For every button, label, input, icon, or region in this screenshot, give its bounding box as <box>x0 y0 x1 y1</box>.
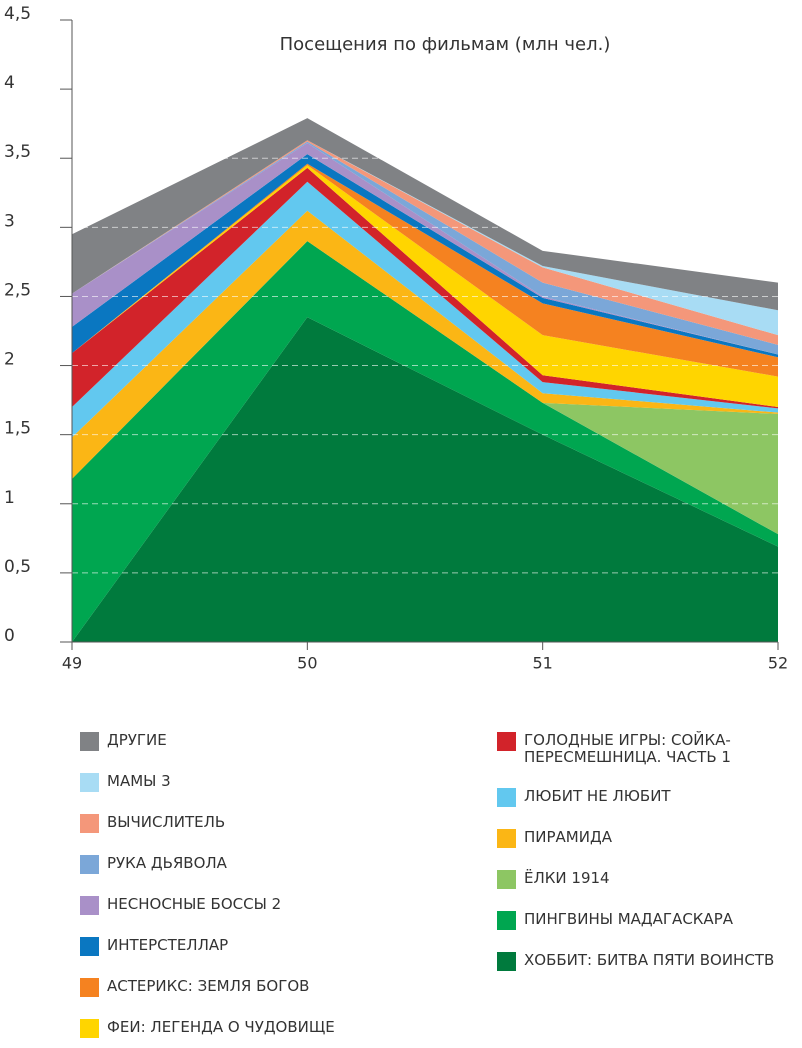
x-tick-label: 50 <box>297 654 317 673</box>
legend-swatch <box>80 732 99 751</box>
legend-label: ВЫЧИСЛИТЕЛЬ <box>107 813 226 831</box>
legend-label: РУКА ДЬЯВОЛА <box>107 854 227 872</box>
legend-swatch <box>497 911 516 930</box>
legend-label: ЁЛКИ 1914 <box>524 869 610 887</box>
y-tick-label: 2 <box>4 350 15 370</box>
y-tick-label: 3,5 <box>4 142 31 162</box>
legend-swatch <box>497 829 516 848</box>
legend-swatch <box>80 896 99 915</box>
x-tick-label: 52 <box>768 654 788 673</box>
legend: ГОЛОДНЫЕ ИГРЫ: СОЙКА-ПЕРЕСМЕШНИЦА. ЧАСТЬ… <box>497 732 787 971</box>
legend-swatch <box>80 937 99 956</box>
x-tick-label: 49 <box>62 654 82 673</box>
legend-label: ГОЛОДНЫЕ ИГРЫ: СОЙКА-ПЕРЕСМЕШНИЦА. ЧАСТЬ… <box>524 731 731 766</box>
legend-label: ЛЮБИТ НЕ ЛЮБИТ <box>524 787 671 805</box>
legend-item: ГОЛОДНЫЕ ИГРЫ: СОЙКА-ПЕРЕСМЕШНИЦА. ЧАСТЬ… <box>497 732 787 766</box>
area <box>72 165 778 408</box>
legend-swatch <box>80 814 99 833</box>
y-tick-label: 2,5 <box>4 280 31 300</box>
legend-swatch <box>80 773 99 792</box>
legend-item: ВЫЧИСЛИТЕЛЬ <box>80 814 420 833</box>
legend-item: МАМЫ 3 <box>80 773 420 792</box>
area <box>72 210 778 479</box>
legend-item: ПИНГВИНЫ МАДАГАСКАРА <box>497 911 787 930</box>
area <box>72 181 778 438</box>
y-tick-label: 0 <box>4 626 15 646</box>
legend-label: ПИРАМИДА <box>524 828 612 846</box>
legend-item: АСТЕРИКС: ЗЕМЛЯ БОГОВ <box>80 978 420 997</box>
legend-item: ЛЮБИТ НЕ ЛЮБИТ <box>497 788 787 807</box>
legend-item: ДРУГИЕ <box>80 732 420 751</box>
legend-label: АСТЕРИКС: ЗЕМЛЯ БОГОВ <box>107 977 310 995</box>
legend-label: НЕСНОСНЫЕ БОССЫ 2 <box>107 895 282 913</box>
legend-label: ХОББИТ: БИТВА ПЯТИ ВОИНСТВ <box>524 951 775 969</box>
area <box>72 241 778 642</box>
legend-label: ИНТЕРСТЕЛЛАР <box>107 936 229 954</box>
area <box>72 167 778 409</box>
legend-item: ИНТЕРСТЕЛЛАР <box>80 937 420 956</box>
chart-title: Посещения по фильмам (млн чел.) <box>280 34 611 55</box>
y-tick-label: 1 <box>4 488 15 508</box>
chart: Посещения по фильмам (млн чел.) 0 0,5 1 1,5… <box>4 4 788 673</box>
legend-label: МАМЫ 3 <box>107 772 171 790</box>
x-tick-label: 51 <box>532 654 552 673</box>
area <box>72 118 778 311</box>
legend-item: ХОББИТ: БИТВА ПЯТИ ВОИНСТВ <box>497 952 787 971</box>
legend-swatch <box>80 978 99 997</box>
y-tick-label: 3 <box>4 211 15 231</box>
area <box>72 143 778 355</box>
legend-label: ФЕИ: ЛЕГЕНДА О ЧУДОВИЩЕ <box>107 1018 335 1036</box>
area <box>72 140 778 345</box>
legend-item: НЕСНОСНЫЕ БОССЫ 2 <box>80 896 420 915</box>
y-tick-label: 4,5 <box>4 4 31 24</box>
area <box>72 163 778 377</box>
legend-item: РУКА ДЬЯВОЛА <box>80 855 420 874</box>
legend-label: ПИНГВИНЫ МАДАГАСКАРА <box>524 910 734 928</box>
legend-swatch <box>497 732 516 751</box>
area <box>72 141 778 355</box>
legend-item: ПИРАМИДА <box>497 829 787 848</box>
legend: ДРУГИЕ МАМЫ 3 ВЫЧИСЛИТЕЛЬ РУКА ДЬЯВОЛА НЕСНО… <box>80 732 420 1038</box>
y-tick-label: 1,5 <box>4 419 31 439</box>
legend-item: ФЕИ: ЛЕГЕНДА О ЧУДОВИЩЕ <box>80 1019 420 1038</box>
y-tick-label: 4 <box>4 73 15 93</box>
legend-swatch <box>497 788 516 807</box>
y-tick-label: 0,5 <box>4 557 31 577</box>
area <box>72 154 778 358</box>
legend-swatch <box>497 870 516 889</box>
legend-label: ДРУГИЕ <box>107 731 167 749</box>
legend-swatch <box>80 1019 99 1038</box>
legend-item: ЁЛКИ 1914 <box>497 870 787 889</box>
legend-swatch <box>80 855 99 874</box>
legend-swatch <box>497 952 516 971</box>
